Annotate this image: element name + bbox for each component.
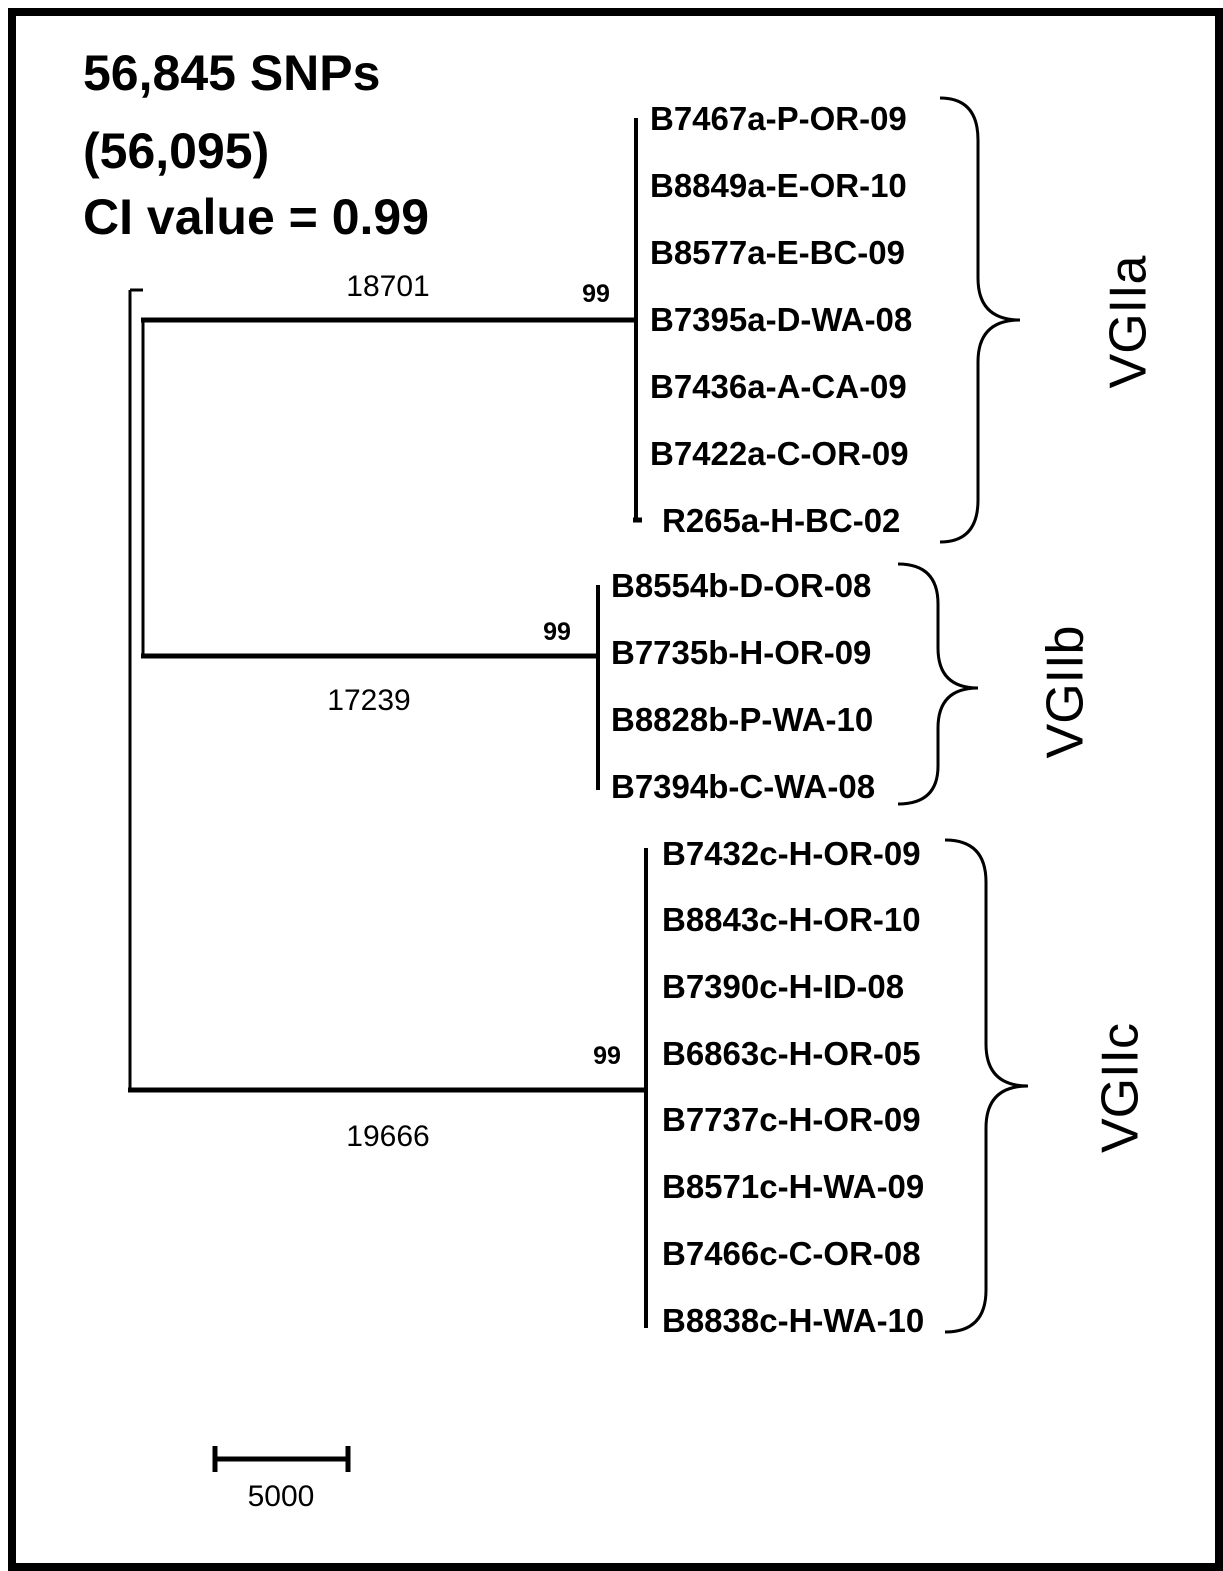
leaf-label: B8849a-E-OR-10 <box>650 167 907 204</box>
leaf-label: B7436a-A-CA-09 <box>650 368 907 405</box>
vgiib-brace <box>897 562 979 806</box>
vgiib-bootstrap: 99 <box>543 618 571 646</box>
leaf-label: B8571c-H-WA-09 <box>662 1168 924 1205</box>
vgiia-bootstrap: 99 <box>582 280 610 308</box>
vgiia-brace <box>939 96 1021 544</box>
leaf-label: B7467a-P-OR-09 <box>650 100 907 137</box>
leaf-label: B6863c-H-OR-05 <box>662 1035 921 1072</box>
leaf-label: B7735b-H-OR-09 <box>611 634 871 671</box>
leaf-label: B7466c-C-OR-08 <box>662 1235 921 1272</box>
vgiib-clade-label: VGIIb <box>1037 626 1095 759</box>
leaf-label: B7422a-C-OR-09 <box>650 435 909 472</box>
leaf-label: B7394b-C-WA-08 <box>611 768 875 805</box>
vgiic-brace <box>944 838 1029 1334</box>
leaf-label: B8577a-E-BC-09 <box>650 234 905 271</box>
vgiia-branch-length: 18701 <box>346 270 429 303</box>
leaf-label: R265a-H-BC-02 <box>662 502 900 539</box>
snp-count-title: 56,845 SNPs <box>83 45 381 101</box>
leaf-label: B7432c-H-OR-09 <box>662 835 921 872</box>
leaf-label: B7390c-H-ID-08 <box>662 968 904 1005</box>
vgiic-clade-label: VGIIc <box>1092 1023 1150 1153</box>
leaf-label: B8554b-D-OR-08 <box>611 567 871 604</box>
vgiia-clade-label: VGIIa <box>1100 255 1158 388</box>
leaf-label: B7395a-D-WA-08 <box>650 301 912 338</box>
leaf-label: B8838c-H-WA-10 <box>662 1302 924 1339</box>
leaf-label: B8828b-P-WA-10 <box>611 701 873 738</box>
scale-bar-label: 5000 <box>248 1480 315 1513</box>
snp-count-parenthetical: (56,095) <box>83 123 270 179</box>
figure-frame <box>8 8 1223 1571</box>
vgiic-bootstrap: 99 <box>593 1042 621 1070</box>
ci-value: CI value = 0.99 <box>83 189 430 245</box>
leaf-label: B8843c-H-OR-10 <box>662 901 921 938</box>
leaf-label: B7737c-H-OR-09 <box>662 1101 921 1138</box>
vgiib-branch-length: 17239 <box>327 684 410 717</box>
vgiic-branch-length: 19666 <box>346 1120 429 1153</box>
